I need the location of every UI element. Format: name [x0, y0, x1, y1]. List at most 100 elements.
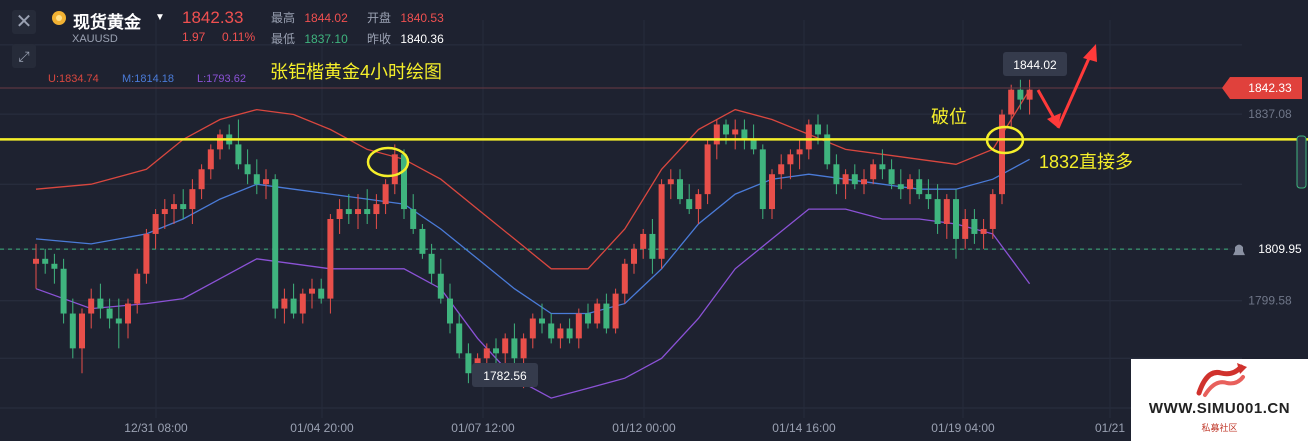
highlight-ellipse-left — [366, 146, 410, 178]
candle-body — [575, 313, 582, 339]
current-price-tag — [1230, 77, 1302, 100]
candle-body — [401, 154, 407, 210]
candle-body — [456, 323, 463, 354]
candle-body — [778, 164, 785, 175]
candle-body — [585, 313, 591, 324]
candles — [33, 79, 1033, 389]
candle-body — [355, 209, 361, 215]
break-label: 破位 — [931, 107, 967, 127]
x-tick-label: 01/19 04:00 — [931, 421, 995, 435]
x-tick-label: 01/21 — [1095, 421, 1125, 435]
candle-body — [548, 323, 555, 339]
close-button[interactable]: ✕ — [12, 10, 36, 34]
candle-body — [943, 199, 950, 224]
candle-body — [447, 298, 453, 324]
candle-body — [677, 179, 683, 200]
candle-body — [870, 164, 877, 180]
candle-body — [732, 129, 739, 135]
high-callout-box — [1003, 52, 1067, 76]
candle-body — [410, 209, 417, 229]
candle-body — [667, 179, 674, 185]
candle-body — [879, 164, 886, 170]
price-change: 1.97 — [182, 30, 206, 44]
candle-body — [309, 288, 315, 294]
x-tick-label: 12/31 08:00 — [124, 421, 188, 435]
instrument-symbol: XAUUSD — [72, 33, 118, 45]
watermark-text: WWW.SIMU001.CN — [1148, 400, 1291, 417]
candle-body — [327, 219, 334, 299]
candle-body — [51, 263, 58, 269]
open-value: 1840.53 — [400, 11, 444, 25]
price-axis: 12/31 08:00 01/04 20:00 01/07 12:00 01/12 0… — [124, 77, 1307, 435]
lower-band-value: L:1793.62 — [197, 73, 246, 85]
arrow-up-head — [1083, 44, 1097, 62]
open-label: 开盘 — [367, 11, 392, 25]
candle-body — [907, 179, 913, 190]
low-callout-box — [472, 363, 538, 387]
candle-body — [483, 348, 490, 359]
candle-body — [658, 184, 665, 259]
candle-body — [640, 233, 647, 249]
bollinger-bands — [35, 89, 1031, 399]
low-callout-text: 1782.56 — [483, 369, 527, 383]
candle-body — [189, 189, 196, 210]
instrument-title[interactable]: 现货黄金 — [73, 13, 141, 32]
candle-body — [621, 263, 628, 294]
candle-body — [1008, 89, 1015, 115]
expand-icon[interactable]: ⤢ — [12, 44, 36, 68]
candle-body — [502, 338, 509, 354]
candle-body — [290, 298, 297, 314]
bell-icon — [1233, 244, 1245, 256]
candle-body — [125, 303, 131, 324]
candle-body — [897, 184, 904, 190]
candle-body — [520, 338, 527, 359]
high-callout-text: 1844.02 — [1013, 58, 1057, 72]
candle-body — [382, 184, 389, 205]
prev-close-label: 昨收 — [367, 32, 392, 46]
candle-body — [833, 164, 840, 185]
low-label: 最低 — [271, 32, 296, 46]
candle-body — [272, 179, 279, 309]
x-tick-label: 01/04 20:00 — [290, 421, 354, 435]
candle-body — [318, 288, 325, 299]
candle-body — [557, 328, 564, 339]
candle-body — [373, 204, 380, 215]
candle-body — [603, 303, 610, 329]
candle-body — [649, 233, 656, 259]
candle-body — [345, 209, 352, 215]
candle-body — [180, 204, 187, 210]
price-change-percent: 0.11% — [222, 30, 256, 44]
candle-body — [106, 308, 113, 319]
candle-body — [916, 179, 923, 195]
y-tick-label: 1837.08 — [1248, 107, 1292, 121]
candle-body — [741, 129, 748, 140]
candle-body — [851, 174, 858, 185]
candle-body — [115, 318, 122, 324]
candle-body — [594, 303, 601, 324]
candle-body — [971, 219, 978, 234]
candle-body — [723, 124, 729, 135]
candle-body — [493, 348, 499, 354]
middle-band-value: M:1814.18 — [122, 73, 174, 85]
candle-body — [437, 273, 444, 299]
long-entry-label: 1832直接多 — [1039, 152, 1134, 172]
candle-body — [805, 124, 812, 150]
candle-body — [97, 298, 104, 309]
annotation-overlay: 1844.02 1782.56 — [0, 44, 1308, 387]
gold-icon — [52, 11, 66, 25]
candle-body — [207, 149, 214, 170]
highlight-ellipse-right — [985, 125, 1025, 155]
watermark: WWW.SIMU001.CN 私募社区 — [1131, 359, 1308, 441]
chevron-down-icon[interactable]: ▼ — [155, 12, 165, 23]
low-value: 1837.10 — [304, 32, 348, 46]
candle-body — [529, 318, 536, 339]
chart-grid — [0, 20, 1242, 418]
candle-body — [815, 124, 821, 135]
candle-body — [962, 219, 969, 239]
x-tick-label: 01/14 16:00 — [772, 421, 836, 435]
middle-band-line — [35, 158, 1030, 315]
scroll-handle — [1296, 135, 1307, 189]
candle-body — [934, 199, 941, 224]
high-label: 最高 — [271, 11, 296, 25]
